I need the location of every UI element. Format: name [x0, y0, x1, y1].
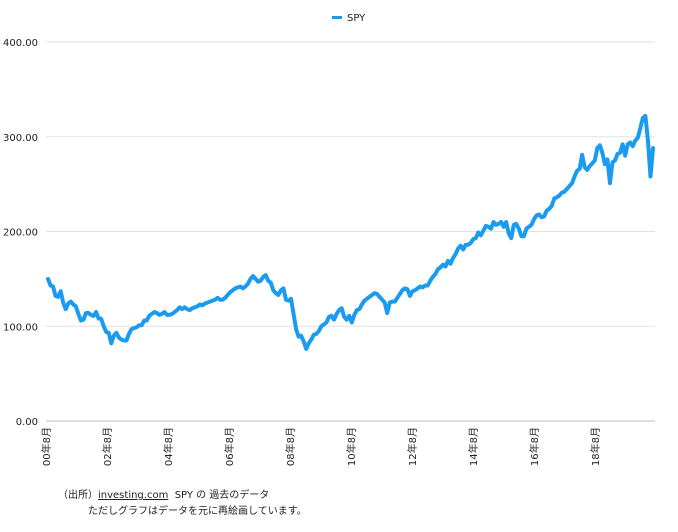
- source-prefix: （出所）: [58, 490, 98, 501]
- x-tick-label: 00年8月: [40, 427, 53, 466]
- y-tick-label: 300.00: [3, 133, 38, 144]
- y-tick-label: 100.00: [3, 322, 38, 333]
- x-tick-label: 10年8月: [345, 427, 358, 466]
- y-axis: 0.00 100.00 200.00 300.00 400.00: [3, 38, 38, 428]
- x-tick-label: 04年8月: [162, 427, 175, 466]
- gridlines: [46, 41, 655, 422]
- x-axis: 00年8月 02年8月 04年8月 06年8月 08年8月 10年8月 12年8月 14年8月…: [40, 427, 602, 466]
- x-tick-label: 18年8月: [589, 427, 602, 466]
- x-tick-label: 06年8月: [223, 427, 236, 466]
- legend: SPY: [332, 13, 366, 24]
- y-tick-label: 0.00: [16, 417, 38, 428]
- x-tick-label: 02年8月: [101, 427, 114, 466]
- x-tick-label: 08年8月: [284, 427, 297, 466]
- x-tick-label: 12年8月: [406, 427, 419, 466]
- x-tick-label: 16年8月: [528, 427, 541, 466]
- legend-swatch-spy: [332, 16, 342, 19]
- source-link[interactable]: investing.com: [98, 490, 169, 501]
- x-tick-label: 14年8月: [467, 427, 480, 466]
- y-tick-label: 400.00: [3, 38, 38, 49]
- series-line-spy: [46, 113, 655, 351]
- source-note: （出所）investing.com SPY の 過去のデータ ただしグラフはデー…: [58, 488, 307, 520]
- source-line-2: ただしグラフはデータを元に再絵画しています。: [88, 506, 307, 517]
- source-line-1: （出所）investing.com SPY の 過去のデータ: [58, 488, 307, 504]
- legend-label-spy: SPY: [347, 13, 366, 24]
- y-tick-label: 200.00: [3, 228, 38, 239]
- source-description: SPY の 過去のデータ: [174, 490, 270, 501]
